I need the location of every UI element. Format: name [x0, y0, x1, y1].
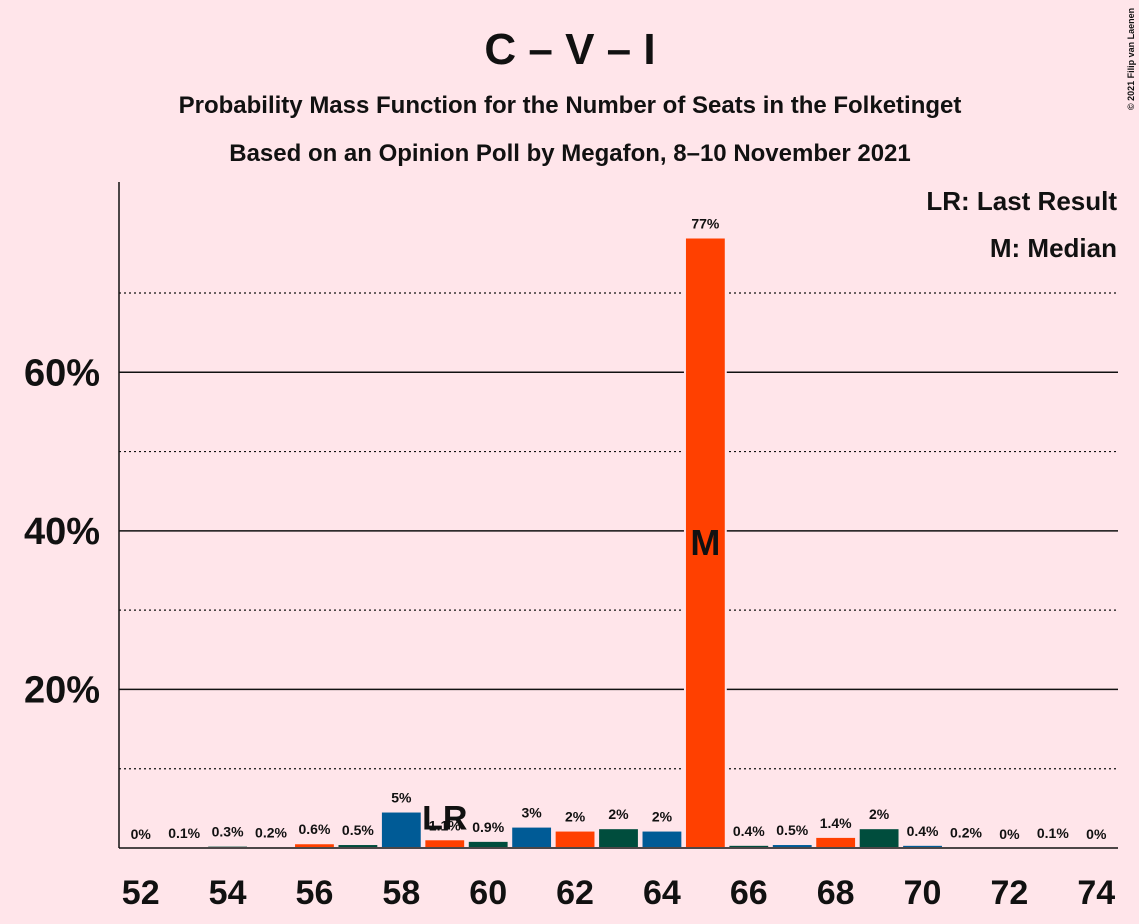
- value-label: 0.3%: [212, 824, 244, 840]
- x-tick-label: 68: [817, 874, 855, 912]
- bar: [379, 810, 423, 849]
- value-label: 0.2%: [950, 824, 982, 840]
- value-label: 1.4%: [820, 815, 852, 831]
- chart-title: C – V – I: [484, 25, 655, 74]
- annotation: M: [690, 522, 720, 563]
- value-label: 5%: [391, 790, 412, 806]
- value-label: 2%: [869, 806, 890, 822]
- x-tick-label: 60: [469, 874, 507, 912]
- x-tick-label: 52: [122, 874, 160, 912]
- value-label: 0.2%: [255, 824, 287, 840]
- x-tick-label: 70: [904, 874, 942, 912]
- chart-subtitle: Probability Mass Function for the Number…: [179, 92, 962, 119]
- x-tick-label: 54: [209, 874, 247, 912]
- bar: [510, 825, 554, 849]
- bar: [683, 236, 727, 849]
- chart-subtitle: Based on an Opinion Poll by Megafon, 8–1…: [229, 140, 911, 167]
- bar: [553, 829, 597, 849]
- x-tick-label: 66: [730, 874, 768, 912]
- value-label: 0%: [131, 826, 152, 842]
- value-label: 0.4%: [733, 823, 765, 839]
- value-label: 0.9%: [472, 819, 504, 835]
- bar: [423, 838, 467, 849]
- bar: [857, 827, 901, 850]
- value-label: 1.1%: [429, 817, 461, 833]
- x-tick-label: 62: [556, 874, 594, 912]
- y-tick-label: 60%: [24, 352, 100, 394]
- value-label: 0.1%: [1037, 825, 1069, 841]
- bar: [640, 829, 684, 849]
- y-tick-label: 20%: [24, 669, 100, 711]
- annotation: LR: [422, 799, 467, 837]
- bar: [597, 827, 640, 850]
- copyright: © 2021 Filip van Laenen: [1126, 8, 1136, 110]
- value-label: 0.5%: [342, 822, 374, 838]
- legend-entry: M: Median: [990, 233, 1117, 263]
- value-label: 2%: [608, 806, 629, 822]
- x-tick-label: 58: [382, 874, 420, 912]
- value-label: 2%: [652, 809, 673, 825]
- y-tick-label: 40%: [24, 511, 100, 553]
- value-label: 0.5%: [776, 822, 808, 838]
- value-label: 0%: [999, 826, 1020, 842]
- value-label: 77%: [691, 216, 720, 232]
- value-label: 0.6%: [298, 821, 330, 837]
- bar: [814, 835, 858, 850]
- value-label: 0.1%: [168, 825, 200, 841]
- x-tick-label: 64: [643, 874, 681, 912]
- bar: [466, 839, 510, 849]
- value-label: 0%: [1086, 826, 1107, 842]
- legend-entry: LR: Last Result: [926, 186, 1117, 216]
- value-label: 2%: [565, 809, 586, 825]
- x-tick-label: 74: [1077, 874, 1115, 912]
- x-tick-label: 56: [296, 874, 334, 912]
- x-tick-label: 72: [990, 874, 1028, 912]
- value-label: 0.4%: [907, 823, 939, 839]
- value-label: 3%: [522, 805, 543, 821]
